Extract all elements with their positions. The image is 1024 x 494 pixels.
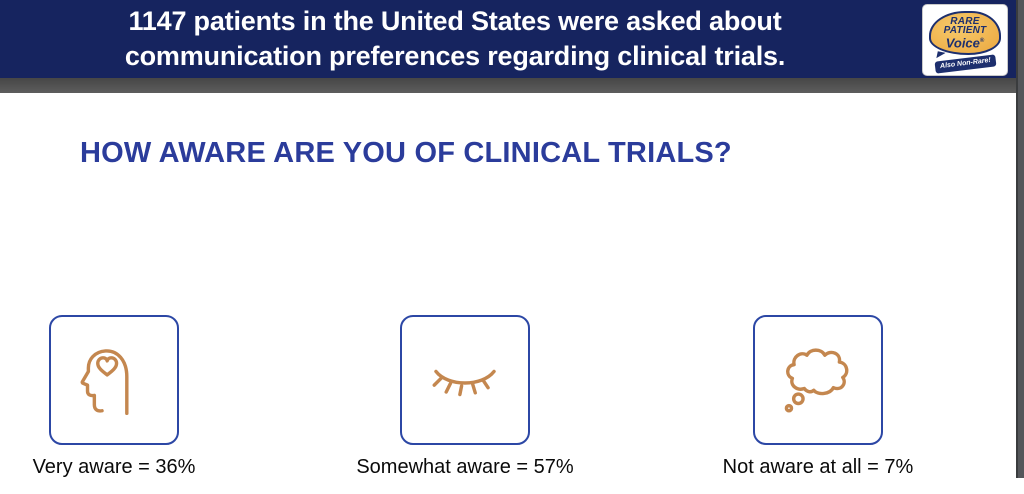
icon-box — [753, 315, 883, 445]
speech-bubble-icon: RARE PATIENT Voice® — [929, 10, 1001, 55]
right-edge-gutter — [1016, 0, 1024, 478]
icon-box — [49, 315, 179, 445]
stat-column-very-aware: Very aware = 36% — [33, 315, 195, 479]
header-subtitle-line2: communication preferences regarding clin… — [124, 41, 786, 71]
icon-box — [400, 315, 530, 445]
stat-caption: Not aware at all = 7% — [722, 456, 914, 478]
logo-word-voice: Voice® — [945, 35, 985, 51]
page-title: HOW AWARE ARE YOU OF CLINICAL TRIALS? — [80, 137, 732, 169]
gray-divider-band — [0, 78, 1016, 93]
registered-mark: ® — [979, 37, 985, 44]
logo-word-patient: PATIENT — [943, 24, 987, 36]
stat-caption: Somewhat aware = 57% — [356, 456, 574, 478]
stat-caption: Very aware = 36% — [32, 456, 196, 478]
rare-patient-voice-logo: RARE PATIENT Voice® Also Non-Rare! — [922, 4, 1008, 76]
logo-word-rare: RARE — [950, 15, 980, 27]
closed-eye-icon — [432, 369, 496, 397]
head-heart-icon — [80, 349, 129, 416]
header-subtitle-line1: 1147 patients in the United States were … — [128, 6, 782, 36]
thought-bubble-icon — [784, 348, 849, 413]
stat-column-not-aware: Not aware at all = 7% — [723, 315, 913, 479]
header-band: 1147 patients in the United States were … — [0, 0, 1016, 78]
header-subtitle: 1147 patients in the United States were … — [0, 4, 910, 74]
stat-column-somewhat-aware: Somewhat aware = 57% — [356, 315, 574, 479]
